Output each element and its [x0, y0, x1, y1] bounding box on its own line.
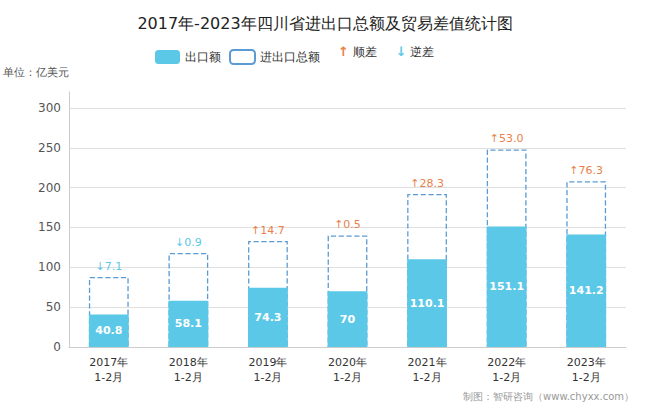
- svg-text:↑: ↑: [338, 44, 349, 59]
- svg-text:↓7.1: ↓7.1: [95, 260, 122, 273]
- svg-text:110.1: 110.1: [410, 297, 445, 310]
- svg-text:70: 70: [340, 313, 356, 326]
- svg-text:1-2月: 1-2月: [413, 371, 442, 384]
- svg-text:↓: ↓: [396, 44, 407, 59]
- svg-text:2017年-2023年四川省进出口总额及贸易差值统计图: 2017年-2023年四川省进出口总额及贸易差值统计图: [137, 14, 512, 33]
- svg-text:300: 300: [38, 101, 61, 115]
- svg-text:出口额: 出口额: [185, 50, 221, 64]
- svg-text:58.1: 58.1: [175, 317, 202, 330]
- svg-text:100: 100: [38, 260, 61, 274]
- svg-text:2017年: 2017年: [89, 356, 128, 369]
- svg-text:2019年: 2019年: [248, 356, 287, 369]
- svg-text:74.3: 74.3: [254, 311, 281, 324]
- svg-text:2023年: 2023年: [567, 356, 606, 369]
- svg-text:进出口总额: 进出口总额: [260, 50, 320, 64]
- svg-text:↑53.0: ↑53.0: [490, 132, 524, 145]
- svg-text:↑0.5: ↑0.5: [334, 218, 361, 231]
- svg-text:↑14.7: ↑14.7: [251, 224, 285, 237]
- svg-text:1-2月: 1-2月: [572, 371, 601, 384]
- svg-text:1-2月: 1-2月: [333, 371, 362, 384]
- svg-text:↓0.9: ↓0.9: [175, 236, 202, 249]
- svg-text:↑76.3: ↑76.3: [569, 164, 603, 177]
- svg-text:1-2月: 1-2月: [492, 371, 521, 384]
- svg-text:2021年: 2021年: [408, 356, 447, 369]
- svg-text:250: 250: [38, 141, 61, 155]
- svg-text:40.8: 40.8: [95, 324, 122, 337]
- svg-text:1-2月: 1-2月: [253, 371, 282, 384]
- svg-text:2020年: 2020年: [328, 356, 367, 369]
- svg-text:50: 50: [46, 300, 61, 314]
- svg-text:2022年: 2022年: [487, 356, 526, 369]
- svg-text:逆差: 逆差: [407, 45, 435, 59]
- svg-text:2018年: 2018年: [169, 356, 208, 369]
- svg-text:150: 150: [38, 220, 61, 234]
- svg-text:↑28.3: ↑28.3: [410, 177, 444, 190]
- svg-text:141.2: 141.2: [569, 284, 604, 297]
- svg-text:151.1: 151.1: [489, 280, 524, 293]
- svg-text:顺差: 顺差: [349, 45, 396, 59]
- svg-text:200: 200: [38, 181, 61, 195]
- svg-text:0: 0: [53, 340, 61, 354]
- svg-text:单位：亿美元: 单位：亿美元: [3, 66, 69, 79]
- svg-text:制图：智研咨询（www.chyxx.com）: 制图：智研咨询（www.chyxx.com）: [463, 391, 634, 402]
- svg-text:1-2月: 1-2月: [94, 371, 123, 384]
- svg-text:1-2月: 1-2月: [174, 371, 203, 384]
